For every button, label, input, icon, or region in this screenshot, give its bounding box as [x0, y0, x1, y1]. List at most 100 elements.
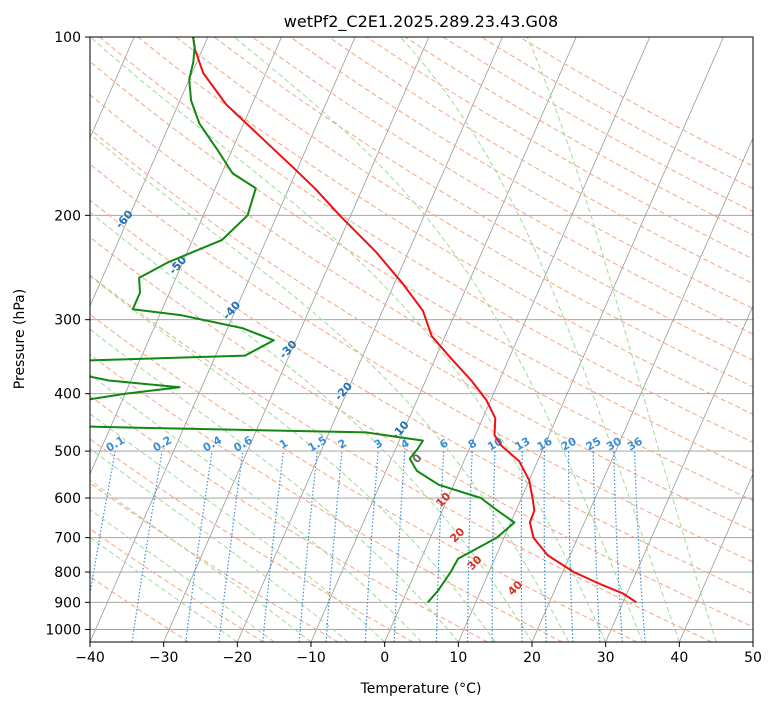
mixing-ratio-line: [393, 451, 406, 642]
dry-adiabat-line: [90, 274, 712, 642]
isotherm-line: [605, 304, 753, 642]
moist-adiabat-label: 40: [505, 578, 525, 598]
mixing-ratio-line: [435, 451, 445, 642]
chart-title: wetPf2_C2E1.2025.289.23.43.G08: [284, 12, 558, 32]
temperature-line: [192, 37, 637, 604]
moist-adiabat-line: [90, 447, 349, 642]
moist-adiabat-line: [233, 37, 643, 642]
isotherm-line: [384, 37, 651, 642]
isotherm-label: -40: [220, 298, 243, 322]
moist-adiabat-line: [90, 373, 422, 642]
y-tick-label: 100: [54, 30, 81, 46]
moist-adiabat-line: [90, 211, 533, 642]
y-tick-label: 900: [54, 595, 81, 611]
x-tick-label: −10: [296, 650, 326, 666]
x-tick-label: 30: [597, 650, 615, 666]
mixing-ratio-label: 2: [336, 437, 349, 452]
mixing-ratio-line: [131, 450, 163, 642]
mixing-ratio-line: [613, 451, 623, 642]
x-tick-label: −40: [75, 650, 105, 666]
y-tick-label: 600: [54, 491, 81, 507]
isotherm-line: [310, 37, 577, 642]
plot-frame: [89, 36, 754, 643]
background-line-labels: 0.10.20.40.611.52346810131620253036-100-…: [1, 127, 645, 598]
dry-adiabat-line: [328, 37, 753, 285]
moist-adiabat-line: [90, 413, 386, 642]
dry-adiabat-line: [213, 37, 753, 361]
dry-adiabat-line: [90, 128, 753, 532]
moist-adiabat-line: [90, 37, 607, 642]
dry-adiabat-line: [90, 313, 638, 642]
dry-adiabat-line: [90, 395, 488, 642]
isotherm-label: -70: [57, 167, 80, 191]
isotherm-line: [457, 37, 724, 642]
mixing-ratio-line: [298, 451, 318, 642]
moist-adiabat-line: [90, 508, 275, 642]
mixing-ratio-line: [262, 451, 285, 642]
x-tick-label: 40: [670, 650, 688, 666]
y-tick-label: 300: [54, 313, 81, 329]
dry-adiabat-line: [90, 199, 753, 595]
moist-adiabat-line: [90, 275, 496, 642]
dry-adiabat-line: [90, 528, 264, 642]
x-tick-label: −30: [149, 650, 179, 666]
mixing-ratio-line: [543, 451, 547, 642]
x-tick-label: −20: [223, 650, 253, 666]
x-tick-label: 10: [449, 650, 467, 666]
x-tick-label: 20: [523, 650, 541, 666]
dry-adiabat-line: [90, 94, 753, 502]
dry-adiabat-line: [90, 163, 753, 563]
dry-adiabat-line: [519, 37, 753, 167]
y-tick-label: 1000: [45, 622, 81, 638]
isotherm-line: [0, 37, 61, 642]
isotherm-line: [531, 136, 753, 642]
moist-adiabat-line: [90, 479, 312, 642]
moist-adiabat-line: [400, 37, 680, 642]
dry-adiabat-line: [90, 236, 753, 628]
dry-adiabat-line: [137, 37, 753, 415]
moist-adiabat-label: 10: [433, 490, 453, 510]
mixing-ratio-line: [491, 451, 496, 642]
isotherm-line: [236, 37, 503, 642]
mixing-ratio-label: 1: [277, 437, 290, 452]
mixing-ratio-line: [218, 451, 244, 642]
dewpoint-line: [90, 37, 516, 603]
mixing-ratio-line: [520, 451, 523, 642]
isotherm-line: [752, 641, 753, 642]
mixing-ratio-line: [466, 451, 473, 642]
moist-adiabat-line: [526, 37, 717, 642]
x-axis-label: Temperature (°C): [360, 681, 482, 697]
y-axis-label: Pressure (hPa): [12, 289, 28, 389]
moist-adiabat-line: [90, 133, 570, 642]
x-tick-label: 0: [380, 650, 389, 666]
isotherm-label: -80: [1, 127, 24, 151]
isotherm-line: [678, 472, 753, 642]
moist-adiabat-label: 30: [465, 553, 485, 573]
isotherm-line: [90, 37, 209, 307]
sounding-series: [90, 37, 637, 604]
mixing-ratio-line: [90, 450, 116, 597]
dry-adiabat-line: [366, 37, 753, 260]
y-tick-label: 500: [54, 444, 81, 460]
mixing-ratio-line: [634, 451, 646, 642]
dry-adiabat-line: [442, 37, 753, 213]
background-lines: [0, 37, 753, 642]
dry-adiabat-line: [90, 353, 563, 642]
mixing-ratio-label: 6: [437, 436, 450, 451]
isotherm-line: [163, 37, 430, 642]
x-tick-label: 50: [744, 650, 762, 666]
mixing-ratio-line: [364, 451, 379, 642]
y-tick-label: 800: [54, 565, 81, 581]
moist-adiabat-line: [90, 536, 238, 642]
dry-adiabat-line: [290, 37, 753, 310]
mixing-ratio-line: [592, 451, 601, 642]
y-tick-label: 200: [54, 208, 81, 224]
dry-adiabat-line: [90, 575, 190, 642]
dry-adiabat-line: [90, 438, 414, 642]
mixing-ratio-line: [185, 451, 213, 642]
isotherm-label: -30: [277, 338, 300, 362]
mixing-ratio-line: [568, 451, 574, 642]
dry-adiabat-line: [90, 60, 753, 472]
dry-adiabat-line: [252, 37, 753, 335]
y-tick-label: 400: [54, 387, 81, 403]
